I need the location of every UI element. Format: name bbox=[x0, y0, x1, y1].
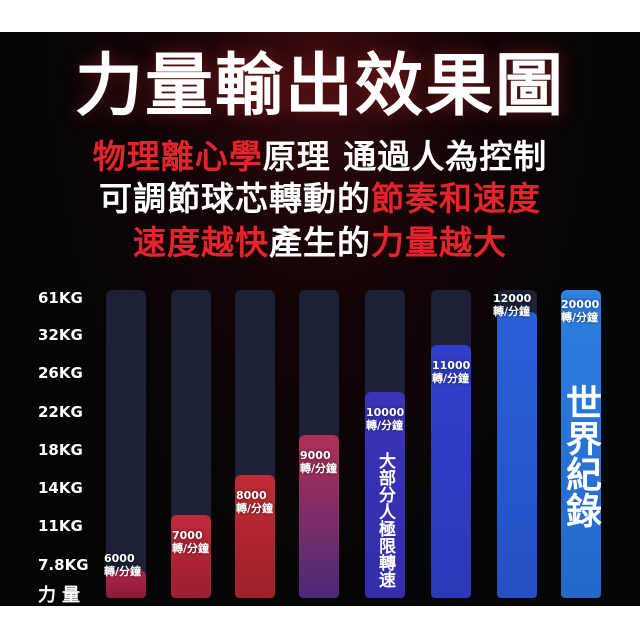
line1-highlight: 物理離心學 bbox=[92, 137, 263, 176]
y-tick-label: 32KG bbox=[38, 326, 83, 344]
line3-highlight-b: 力量越大 bbox=[371, 223, 507, 262]
bar-rpm-unit: 轉/分鐘 bbox=[432, 372, 470, 385]
bar-rpm-value: 20000 bbox=[561, 298, 600, 311]
description-line-1: 物理離心學原理 通過人為控制 bbox=[0, 130, 640, 178]
y-tick-label: 61KG bbox=[38, 289, 83, 307]
y-tick-label: 18KG bbox=[38, 441, 83, 459]
line2-text: 可調節球芯轉動的 bbox=[99, 179, 371, 218]
bar-rpm-value: 8000 bbox=[236, 489, 267, 502]
bar-rpm-unit: 轉/分鐘 bbox=[300, 462, 338, 475]
y-tick-label: 7.8KG bbox=[38, 556, 89, 574]
bar-rpm-unit: 轉/分鐘 bbox=[366, 419, 404, 432]
bar-rpm-unit: 轉/分鐘 bbox=[493, 305, 531, 318]
bottom-band bbox=[0, 606, 640, 640]
bar-rpm-value: 12000 bbox=[493, 292, 532, 305]
bar-label-20000: 20000 轉/分鐘 bbox=[561, 298, 599, 324]
line2-highlight: 節奏和速度 bbox=[371, 179, 541, 218]
description-line-2: 可調節球芯轉動的節奏和速度 bbox=[0, 172, 640, 220]
bar-track bbox=[106, 290, 146, 598]
bar-note-20000: 世界紀錄 bbox=[560, 384, 601, 528]
bar-rpm-value: 11000 bbox=[432, 359, 471, 372]
description-line-3: 速度越快產生的力量越大 bbox=[0, 216, 640, 264]
bar-11000 bbox=[431, 345, 471, 598]
bar-rpm-value: 6000 bbox=[104, 552, 135, 565]
bar-label-12000: 12000 轉/分鐘 bbox=[493, 292, 531, 318]
bar-label-8000: 8000 轉/分鐘 bbox=[236, 489, 273, 515]
bar-label-7000: 7000 轉/分鐘 bbox=[172, 529, 209, 555]
y-tick-label: 22KG bbox=[38, 403, 83, 421]
bar-rpm-unit: 轉/分鐘 bbox=[561, 311, 599, 324]
y-tick-label: 14KG bbox=[38, 479, 83, 497]
bar-rpm-unit: 轉/分鐘 bbox=[236, 502, 274, 515]
top-band bbox=[0, 0, 640, 32]
line3-highlight-a: 速度越快 bbox=[133, 223, 269, 262]
bar-rpm-value: 9000 bbox=[300, 449, 331, 462]
bar-rpm-unit: 轉/分鐘 bbox=[104, 565, 142, 578]
bar-20000 bbox=[561, 290, 601, 598]
y-tick-label: 11KG bbox=[38, 517, 83, 535]
y-axis-label: 力量 bbox=[38, 585, 86, 606]
bar-6000 bbox=[106, 570, 146, 598]
bar-10000 bbox=[365, 392, 405, 598]
line1-text: 原理 通過人為控制 bbox=[262, 137, 548, 176]
line3-text: 產生的 bbox=[269, 223, 371, 262]
bar-label-10000: 10000 轉/分鐘 bbox=[366, 406, 404, 432]
bar-7000 bbox=[171, 515, 211, 598]
bar-label-11000: 11000 轉/分鐘 bbox=[432, 359, 470, 385]
bar-label-9000: 9000 轉/分鐘 bbox=[300, 449, 337, 475]
bar-rpm-unit: 轉/分鐘 bbox=[172, 542, 210, 555]
bar-8000 bbox=[235, 475, 275, 598]
bar-rpm-value: 10000 bbox=[366, 406, 405, 419]
bar-rpm-value: 7000 bbox=[172, 529, 203, 542]
bar-9000 bbox=[299, 435, 339, 598]
y-tick-label: 26KG bbox=[38, 364, 83, 382]
page-title: 力量輸出效果圖 bbox=[74, 47, 565, 126]
bar-12000 bbox=[497, 312, 537, 598]
bar-note-10000: 大部分人極限轉速 bbox=[375, 452, 395, 588]
bar-label-6000: 6000 轉/分鐘 bbox=[104, 552, 141, 578]
